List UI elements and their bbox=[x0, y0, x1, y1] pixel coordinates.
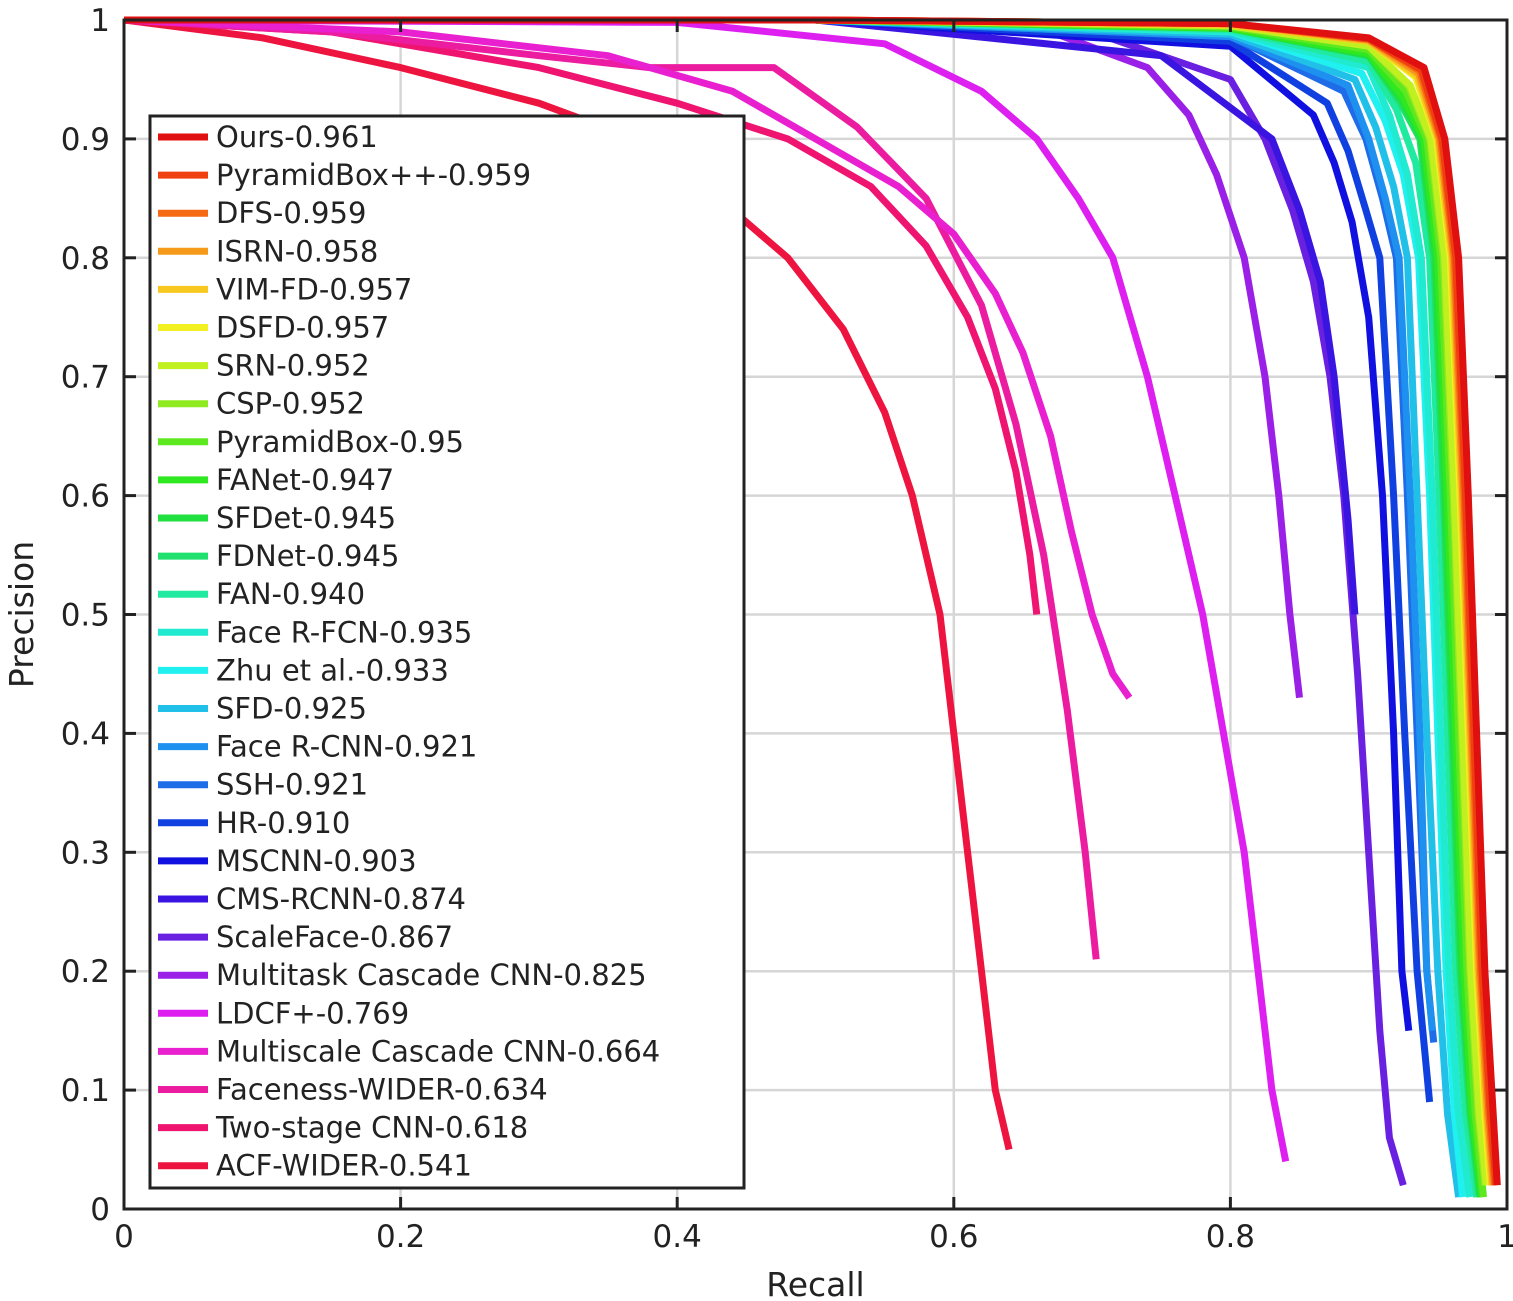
legend-item: CMS-RCNN-0.874 bbox=[158, 882, 466, 916]
y-tick-labels: 0 0.1 0.2 0.3 0.4 0.5 0.6 0.7 0.8 0.9 1 bbox=[61, 3, 110, 1228]
legend-item: SRN-0.952 bbox=[158, 349, 370, 383]
x-tick-labels: 0 0.2 0.4 0.6 0.8 1 bbox=[114, 1219, 1513, 1255]
legend-label: Two-stage CNN-0.618 bbox=[215, 1111, 528, 1145]
x-tick-label: 0 bbox=[114, 1219, 134, 1255]
x-axis-title: Recall bbox=[766, 1265, 864, 1301]
legend-label: DSFD-0.957 bbox=[216, 311, 389, 345]
legend-label: FANet-0.947 bbox=[216, 463, 394, 497]
x-tick-label: 0.6 bbox=[929, 1219, 978, 1255]
legend-label: PyramidBox++-0.959 bbox=[216, 158, 531, 192]
y-tick-label: 0.5 bbox=[61, 598, 110, 634]
y-tick-label: 0.1 bbox=[61, 1073, 110, 1109]
y-tick-label: 0.8 bbox=[61, 241, 110, 277]
legend-label: VIM-FD-0.957 bbox=[216, 272, 412, 306]
legend-item: FDNet-0.945 bbox=[158, 539, 399, 573]
legend-label: ScaleFace-0.867 bbox=[216, 920, 453, 954]
legend-box bbox=[148, 114, 746, 1190]
legend-item: ScaleFace-0.867 bbox=[158, 920, 453, 954]
legend-label: Face R-FCN-0.935 bbox=[216, 615, 472, 649]
legend-item: SFD-0.925 bbox=[158, 692, 367, 726]
pr-curve bbox=[123, 16, 1013, 1151]
legend-item: FANet-0.947 bbox=[158, 463, 394, 497]
legend-label: SFDet-0.945 bbox=[216, 501, 396, 535]
legend-label: Ours-0.961 bbox=[216, 120, 378, 154]
legend-item: ISRN-0.958 bbox=[158, 234, 378, 268]
legend-items: Ours-0.961 PyramidBox++-0.959 DFS-0.959 ISR… bbox=[158, 120, 660, 1183]
legend-item: DFS-0.959 bbox=[158, 196, 366, 230]
legend-item: ACF-WIDER-0.541 bbox=[158, 1149, 472, 1183]
legend-item: PyramidBox++-0.959 bbox=[158, 158, 531, 192]
y-tick-label: 0.6 bbox=[61, 479, 110, 515]
legend-label: SRN-0.952 bbox=[216, 349, 370, 383]
legend-label: ISRN-0.958 bbox=[216, 234, 378, 268]
pr-curve bbox=[124, 16, 1501, 1186]
x-tick-label: 1 bbox=[1497, 1219, 1513, 1255]
legend-label: PyramidBox-0.95 bbox=[216, 425, 464, 459]
y-tick-label: 0.4 bbox=[61, 716, 110, 752]
pr-curve bbox=[123, 16, 1133, 700]
pr-curve bbox=[123, 16, 1041, 615]
legend-item: FAN-0.940 bbox=[158, 577, 365, 611]
legend-label: Zhu et al.-0.933 bbox=[216, 653, 449, 687]
legend-item: Two-stage CNN-0.618 bbox=[158, 1111, 528, 1145]
legend-label: HR-0.910 bbox=[216, 806, 350, 840]
legend-item: Zhu et al.-0.933 bbox=[158, 653, 449, 687]
legend-item: Face R-CNN-0.921 bbox=[158, 730, 477, 764]
legend-item: CSP-0.952 bbox=[158, 387, 365, 421]
legend: Ours-0.961 PyramidBox++-0.959 DFS-0.959 ISR… bbox=[148, 114, 746, 1190]
legend-item: DSFD-0.957 bbox=[158, 311, 389, 345]
legend-label: FAN-0.940 bbox=[216, 577, 365, 611]
legend-item: LDCF+-0.769 bbox=[158, 996, 409, 1030]
y-tick-label: 0 bbox=[90, 1192, 110, 1228]
x-tick-label: 0.8 bbox=[1206, 1219, 1255, 1255]
legend-label: MSCNN-0.903 bbox=[216, 844, 417, 878]
curves-layer bbox=[123, 16, 1501, 1198]
y-tick-label: 0.2 bbox=[61, 954, 110, 990]
pr-curve bbox=[124, 16, 1359, 615]
pr-curve bbox=[123, 16, 1100, 960]
legend-label: Multiscale Cascade CNN-0.664 bbox=[216, 1034, 660, 1068]
legend-item: SSH-0.921 bbox=[158, 768, 368, 802]
pr-curve bbox=[123, 16, 1290, 1163]
legend-item: PyramidBox-0.95 bbox=[158, 425, 464, 459]
legend-label: Faceness-WIDER-0.634 bbox=[216, 1073, 548, 1107]
legend-label: CSP-0.952 bbox=[216, 387, 365, 421]
legend-label: DFS-0.959 bbox=[216, 196, 366, 230]
legend-label: LDCF+-0.769 bbox=[216, 996, 409, 1030]
legend-item: HR-0.910 bbox=[158, 806, 350, 840]
legend-label: SFD-0.925 bbox=[216, 692, 367, 726]
legend-item: MSCNN-0.903 bbox=[158, 844, 417, 878]
y-tick-label: 1 bbox=[90, 3, 110, 39]
legend-item: Multitask Cascade CNN-0.825 bbox=[158, 958, 647, 992]
axis-ticks bbox=[122, 18, 1509, 1211]
legend-label: Multitask Cascade CNN-0.825 bbox=[216, 958, 647, 992]
legend-label: CMS-RCNN-0.874 bbox=[216, 882, 466, 916]
x-tick-label: 0.4 bbox=[653, 1219, 702, 1255]
y-axis-title: Precision bbox=[2, 541, 41, 688]
legend-item: SFDet-0.945 bbox=[158, 501, 396, 535]
y-tick-label: 0.3 bbox=[61, 835, 110, 871]
legend-item: Faceness-WIDER-0.634 bbox=[158, 1073, 548, 1107]
y-tick-label: 0.7 bbox=[61, 360, 110, 396]
legend-label: SSH-0.921 bbox=[216, 768, 368, 802]
legend-label: Face R-CNN-0.921 bbox=[216, 730, 477, 764]
legend-item: Ours-0.961 bbox=[158, 120, 378, 154]
legend-label: ACF-WIDER-0.541 bbox=[216, 1149, 472, 1183]
legend-item: Face R-FCN-0.935 bbox=[158, 615, 472, 649]
x-tick-label: 0.2 bbox=[376, 1219, 425, 1255]
legend-item: Multiscale Cascade CNN-0.664 bbox=[158, 1034, 660, 1068]
legend-item: VIM-FD-0.957 bbox=[158, 272, 412, 306]
y-tick-label: 0.9 bbox=[61, 122, 110, 158]
legend-label: FDNet-0.945 bbox=[216, 539, 399, 573]
